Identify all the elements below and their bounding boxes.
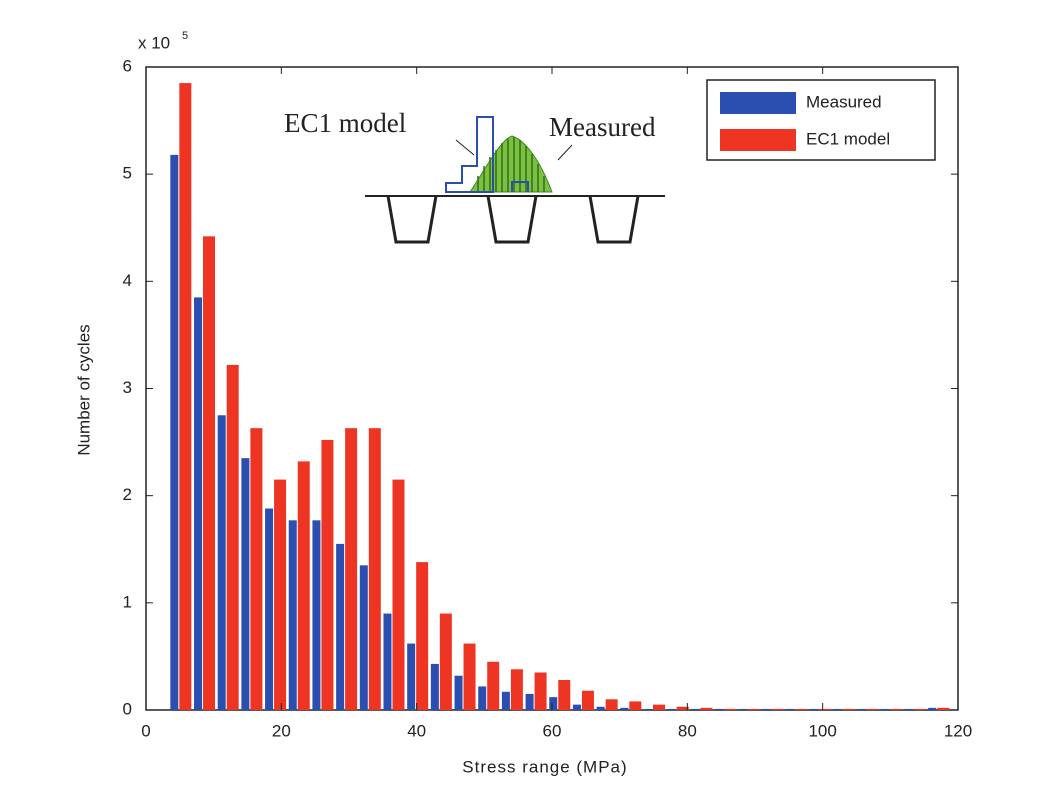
bar [581,690,594,710]
y-tick-label: 2 [123,485,132,504]
legend-swatch [720,92,796,114]
y-tick-label: 5 [123,164,132,183]
y-tick-label: 0 [123,699,132,718]
bar [226,364,239,710]
bar [889,708,902,710]
bar [644,708,652,710]
bar [439,613,452,710]
bar [241,458,250,710]
annotation: Measured [549,112,656,142]
bar [170,154,179,711]
x-tick-label: 120 [944,721,972,740]
bar [336,543,345,710]
bar [501,691,510,710]
bar [700,707,713,710]
bar [724,708,737,710]
bar [430,663,439,710]
bar [596,706,605,710]
bar [913,708,926,710]
inset-schematic: EC1 model Measured [284,108,665,244]
bar [312,520,321,710]
bar [691,708,700,710]
bar [487,661,500,710]
bar [534,672,547,710]
bar [407,643,416,710]
x-tick-label: 100 [808,721,836,740]
bar [416,562,429,710]
y-tick-label: 1 [123,592,132,611]
bar [297,461,310,710]
x-tick-label: 60 [543,721,562,740]
y-axis-label: Number of cycles [74,324,93,455]
bar [937,707,950,710]
bar [676,706,689,710]
bar [525,693,534,710]
x-tick-label: 80 [678,721,697,740]
pointer [455,139,475,156]
annotation: EC1 model [284,108,406,138]
bar [359,565,368,710]
pointer [557,144,573,161]
bar [454,675,463,710]
y-multiplier-exponent: 5 [182,30,188,42]
y-tick-label: 6 [123,56,132,75]
bar [558,679,571,710]
bar [762,708,771,710]
x-axis-label: Stress range (MPa) [462,757,627,776]
bar [928,707,937,710]
bar [383,613,392,710]
bar [620,707,629,710]
legend-label: Measured [806,92,882,111]
x-tick-label: 40 [407,721,426,740]
bar [549,697,558,710]
bar [809,708,818,710]
ec1-outline [445,116,529,193]
bar [345,428,358,710]
bar [771,708,784,710]
x-tick-label: 20 [272,721,291,740]
bar [833,708,842,710]
bar [572,704,581,710]
bar [857,708,866,710]
bar [605,699,618,710]
bar [786,708,795,710]
bar [392,479,405,710]
bar [738,708,747,710]
bar [288,520,297,710]
measured-hatch [477,137,545,192]
bar [904,708,913,710]
bar [880,708,889,710]
bar [747,708,760,710]
y-tick-label: 4 [123,271,132,290]
y-tick-label: 3 [123,378,132,397]
bar [194,297,203,710]
bar [629,701,642,710]
bar [715,708,724,710]
bar [818,708,831,710]
bar [842,708,855,710]
y-multiplier: x 10 [138,33,170,52]
bar [265,508,274,710]
bar [463,643,476,710]
bar [653,704,665,710]
legend-swatch [720,129,796,151]
bar [217,415,226,710]
bar [667,708,676,710]
bar [321,439,334,710]
bar [510,669,523,710]
bar [179,83,192,710]
bar [866,708,879,710]
troughs [386,195,640,244]
bar [274,479,287,710]
bar [203,236,216,710]
legend-label: EC1 model [806,129,890,148]
bar [368,428,381,710]
bar [795,708,808,710]
x-tick-label: 0 [141,721,150,740]
bar [478,686,487,710]
bar [250,428,263,710]
